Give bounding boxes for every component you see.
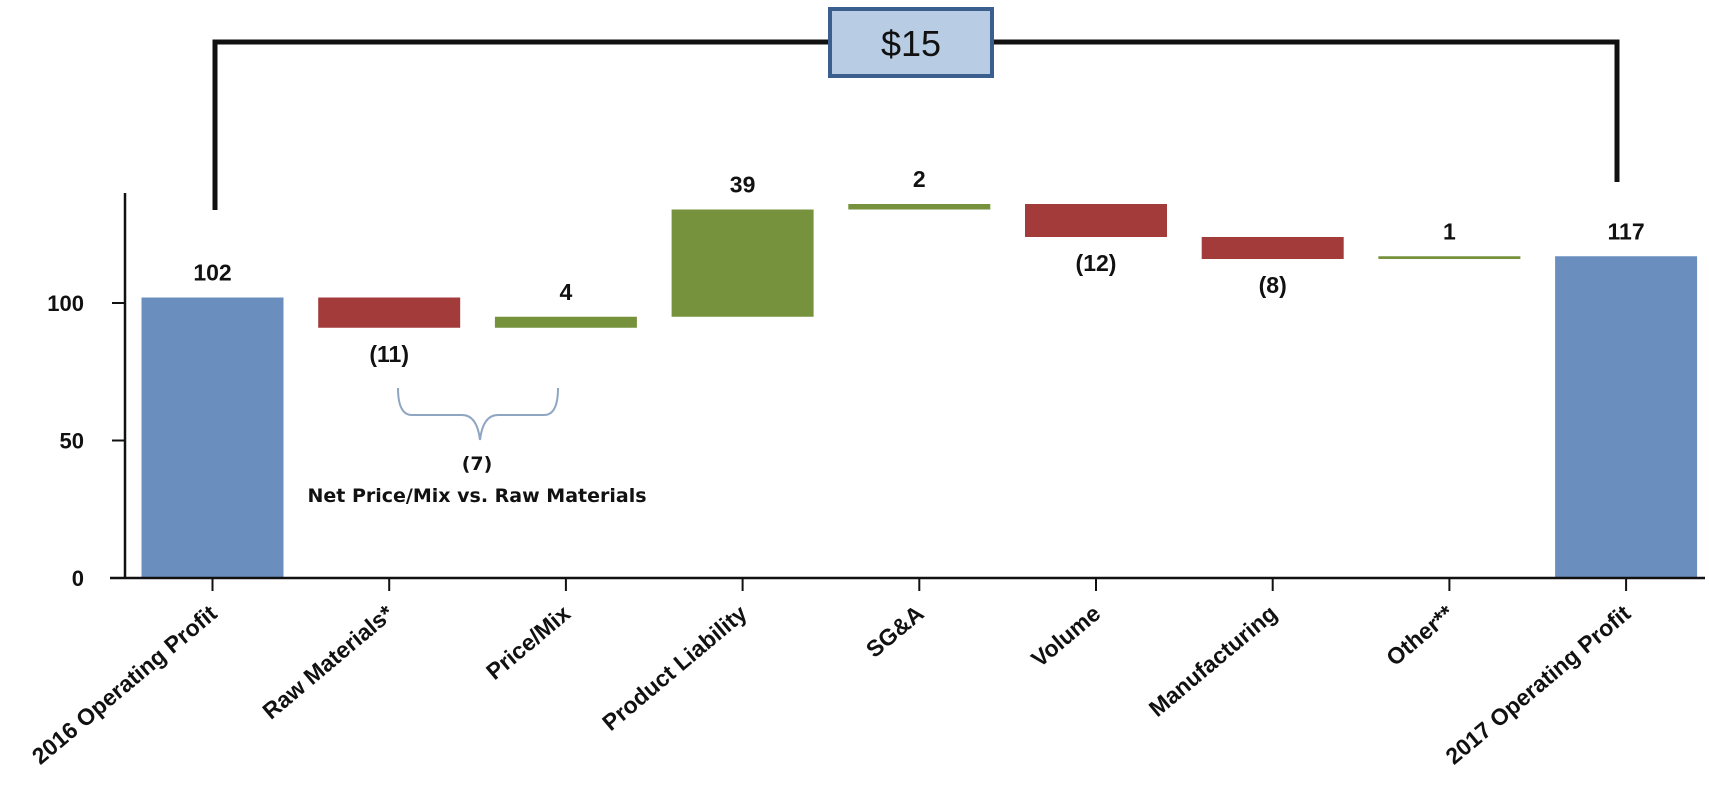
total-change-label: $15 [881, 23, 941, 64]
bar-other [1378, 256, 1521, 259]
bar-volume [1025, 204, 1167, 237]
value-label-product-liability: 39 [730, 172, 756, 198]
bar-manufacturing [1201, 237, 1344, 259]
category-label-raw-materials: Raw Materials* [257, 600, 398, 724]
value-label-raw-materials: (11) [369, 341, 409, 367]
value-label-price-mix: 4 [560, 279, 573, 305]
net-brace [397, 387, 559, 441]
bar-2016-operating-profit [141, 297, 284, 578]
category-label-volume: Volume [1026, 600, 1105, 672]
x-ticks-group [211, 578, 1628, 591]
category-label-product-liability: Product Liability [597, 600, 752, 736]
net-value-label: (7) [462, 453, 493, 475]
value-label-2017-operating-profit: 117 [1608, 218, 1645, 244]
value-label-manufacturing: (8) [1259, 272, 1287, 298]
category-label-manufacturing: Manufacturing [1144, 600, 1282, 722]
bars-group [141, 204, 1698, 578]
value-label-other: 1 [1443, 218, 1456, 244]
bar-product-liability [671, 209, 814, 317]
y-ticks-group: 0 50 100 [47, 291, 125, 591]
y-tick-label: 50 [60, 429, 84, 454]
bar-raw-materials [318, 297, 461, 328]
bar-price-mix [494, 316, 637, 328]
bar-2017-operating-profit [1555, 256, 1698, 578]
bar-sg-a [848, 204, 991, 210]
y-tick-label: 100 [47, 291, 84, 316]
value-label-sg-a: 2 [913, 166, 926, 192]
category-label-sg-a: SG&A [861, 600, 929, 663]
category-label-2016-operating-profit: 2016 Operating Profit [27, 600, 222, 770]
y-tick-label: 0 [72, 566, 84, 591]
value-label-volume: (12) [1076, 250, 1117, 276]
value-labels-group: 102 (11) 4 39 2 (12) (8) 1 117 [193, 166, 1644, 367]
net-description-label: Net Price/Mix vs. Raw Materials [307, 485, 646, 507]
category-label-other: Other** [1381, 600, 1458, 671]
value-label-2016-operating-profit: 102 [193, 260, 231, 286]
total-change-box [828, 7, 994, 78]
category-label-2017-operating-profit: 2017 Operating Profit [1440, 600, 1635, 770]
category-labels-group: 2016 Operating Profit Raw Materials* Price… [27, 600, 1636, 770]
category-label-price-mix: Price/Mix [481, 600, 575, 685]
